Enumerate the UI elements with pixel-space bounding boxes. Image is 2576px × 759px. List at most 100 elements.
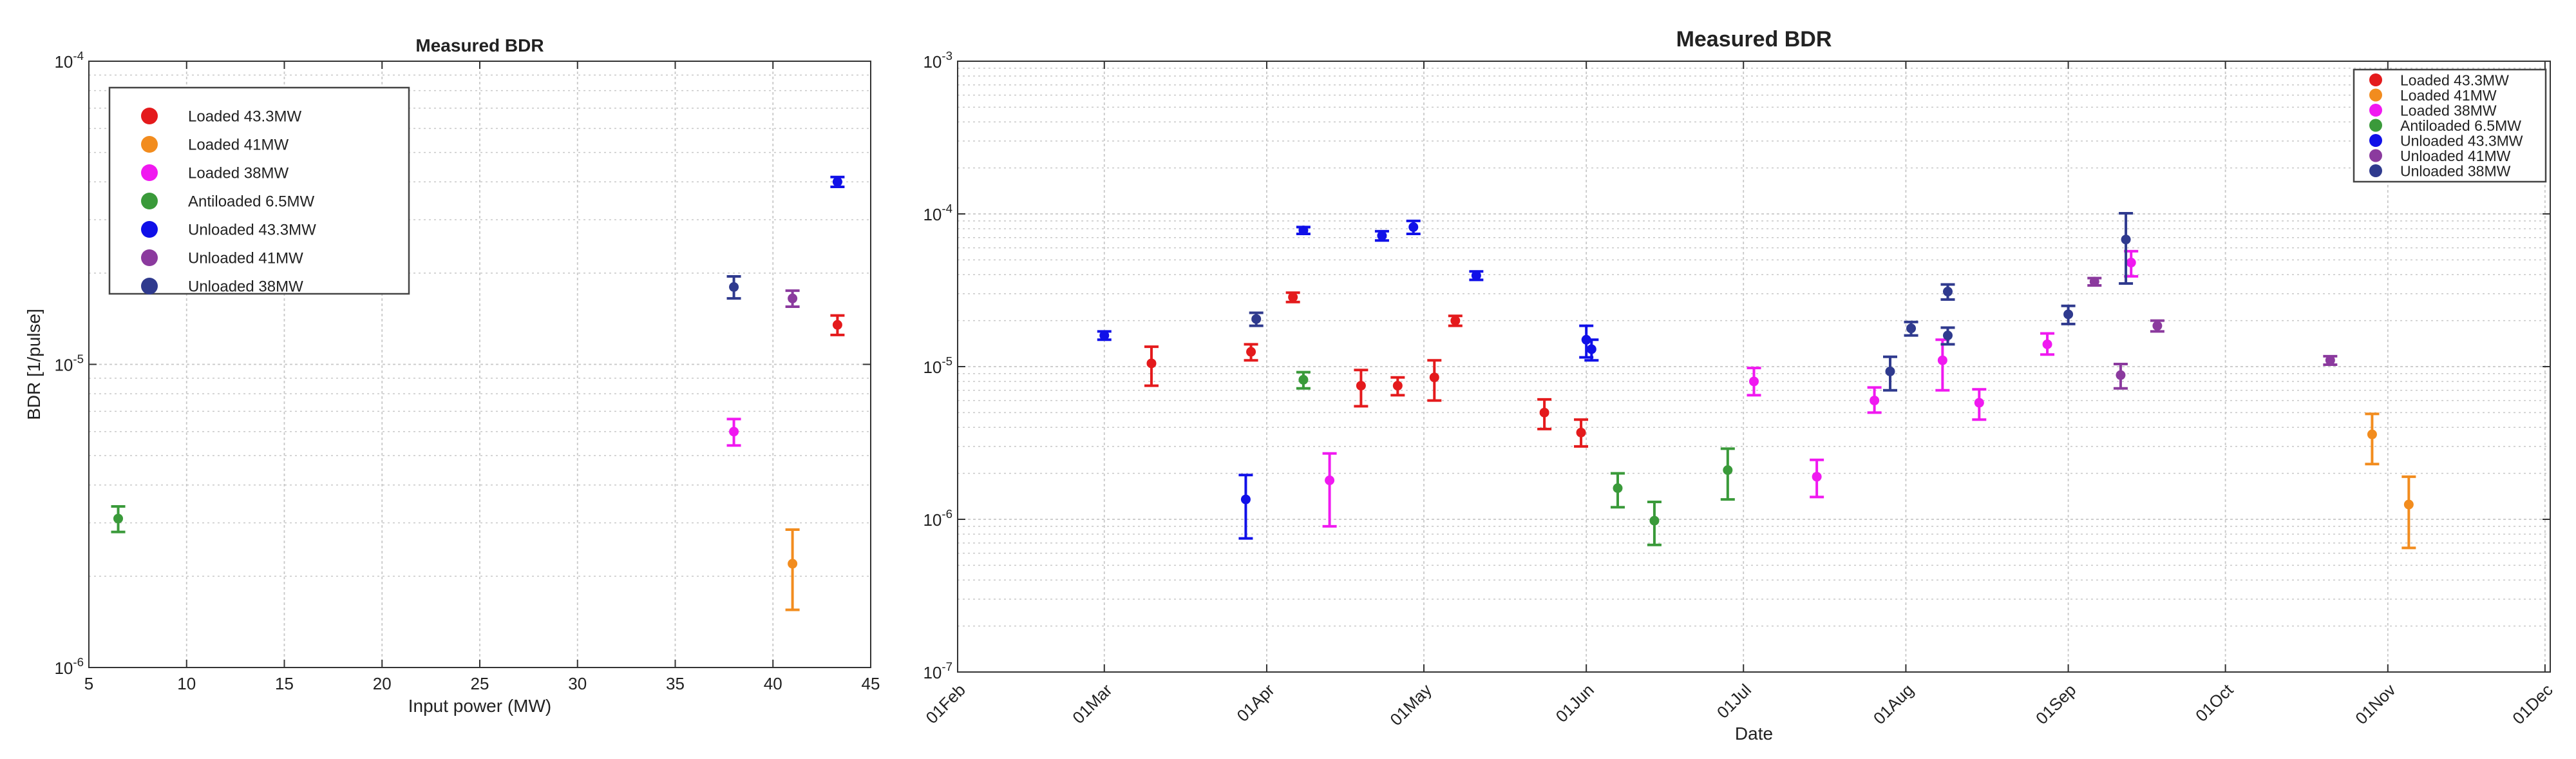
marker: [1240, 494, 1251, 504]
x-tick-label: 01Apr: [1233, 680, 1278, 725]
marker: [1246, 347, 1256, 357]
marker: [2367, 429, 2377, 439]
data-point: [1904, 320, 1918, 337]
data-point: [1322, 452, 1337, 528]
legend-entry: Unloaded 41MW: [188, 250, 303, 267]
data-point: [785, 289, 800, 308]
marker: [1885, 366, 1895, 376]
data-point: [1427, 359, 1442, 402]
marker: [1429, 372, 1439, 383]
marker: [2152, 321, 2163, 331]
legend-marker: [141, 108, 158, 124]
data-point: [830, 314, 845, 336]
x-tick-label: 25: [471, 674, 489, 693]
marker: [1356, 381, 1366, 391]
legend-marker: [2369, 73, 2382, 86]
marker: [788, 293, 798, 303]
series-unloaded-38mw: [726, 275, 741, 300]
legend-marker: [141, 249, 158, 266]
legend-entry: Loaded 38MW: [2400, 102, 2497, 119]
legend-marker: [2369, 164, 2382, 177]
legend-marker: [141, 136, 158, 153]
x-tick-label: 01Sep: [2032, 680, 2079, 728]
chart-panel-1: 5 10 15 20 25 30 35 40 45 10-6 10-5 10-4 Measured BD…: [24, 35, 880, 716]
data-point: [2365, 412, 2380, 466]
data-point: [1374, 229, 1389, 242]
data-point: [785, 528, 800, 611]
y-tick-label: 10-5: [54, 352, 84, 375]
marker: [1812, 472, 1822, 482]
x-tick-label: 01Feb: [922, 680, 969, 727]
data-point: [1296, 226, 1311, 236]
x-tick-label: 01May: [1386, 680, 1435, 729]
data-point: [1144, 345, 1159, 387]
marker: [1649, 515, 1660, 526]
marker: [2116, 370, 2126, 380]
data-point: [2113, 362, 2128, 390]
data-point: [2040, 332, 2055, 356]
x-tick-label: 01Aug: [1870, 680, 1917, 728]
marker: [1099, 331, 1110, 341]
series-loaded-41mw: [2365, 412, 2416, 550]
legend-entry: Unloaded 43.3MW: [2400, 132, 2523, 149]
legend-marker: [141, 278, 158, 294]
legend-marker: [2369, 119, 2382, 132]
y-tick-label: 10-3: [923, 49, 952, 72]
legend-entry: Unloaded 43.3MW: [188, 222, 316, 239]
series-unloaded-43-3mw: [1097, 219, 1599, 540]
legend-entry: Unloaded 38MW: [188, 278, 303, 296]
x-tick-label: 10: [177, 674, 196, 693]
data-point: [1584, 338, 1599, 362]
data-point: [1537, 398, 1552, 430]
series-unloaded-41mw: [2087, 276, 2338, 390]
series-antiloaded-6-5mw: [111, 504, 126, 533]
data-point: [1406, 219, 1421, 235]
data-point: [1285, 291, 1300, 303]
marker: [1613, 483, 1623, 494]
legend-marker: [2369, 134, 2382, 147]
data-point: [1867, 386, 1882, 414]
marker: [1942, 331, 1953, 341]
marker: [1749, 376, 1759, 387]
marker: [1906, 323, 1917, 334]
data-point: [1244, 343, 1258, 362]
data-point: [1747, 367, 1761, 397]
legend-entry: Loaded 43.3MW: [188, 108, 301, 126]
data-point: [1097, 330, 1112, 341]
y-tick-label: 10-7: [923, 660, 952, 682]
data-point: [2401, 475, 2416, 550]
x-tick-label: 30: [568, 674, 587, 693]
data-point: [2119, 211, 2134, 285]
y-tick-label: 10-4: [923, 202, 952, 224]
marker: [2121, 235, 2131, 245]
legend-marker: [141, 164, 158, 181]
marker: [729, 427, 739, 437]
data-point: [1390, 376, 1405, 397]
x-tick-label: 01Oct: [2192, 680, 2237, 725]
x-axis-label: Date: [1735, 724, 1773, 744]
data-point: [1940, 326, 1955, 346]
legend-entry: Unloaded 41MW: [2400, 148, 2511, 164]
x-tick-label: 15: [275, 674, 294, 693]
marker: [1937, 355, 1947, 365]
data-point: [1883, 355, 1898, 392]
data-point: [1810, 458, 1824, 499]
marker: [729, 282, 739, 292]
legend-marker: [141, 221, 158, 238]
marker: [2126, 258, 2136, 268]
marker: [1251, 314, 1262, 324]
x-tick-label: 5: [84, 674, 93, 693]
data-point: [1647, 500, 1662, 546]
marker: [1576, 427, 1586, 437]
legend-entry: Loaded 38MW: [188, 165, 289, 182]
legend-marker: [141, 193, 158, 209]
data-point: [2323, 354, 2338, 366]
x-tick-label: 45: [862, 674, 880, 693]
data-point: [830, 175, 845, 189]
data-point: [111, 504, 126, 533]
series-antiloaded-6-5mw: [1296, 370, 1735, 546]
x-tick-label: 01Jun: [1552, 680, 1598, 726]
chart-panel-2: 01Feb 01Mar 01Apr 01May 01Jun 01Jul 01Aug 01Sep…: [922, 27, 2556, 744]
x-axis-label: Input power (MW): [408, 696, 552, 716]
